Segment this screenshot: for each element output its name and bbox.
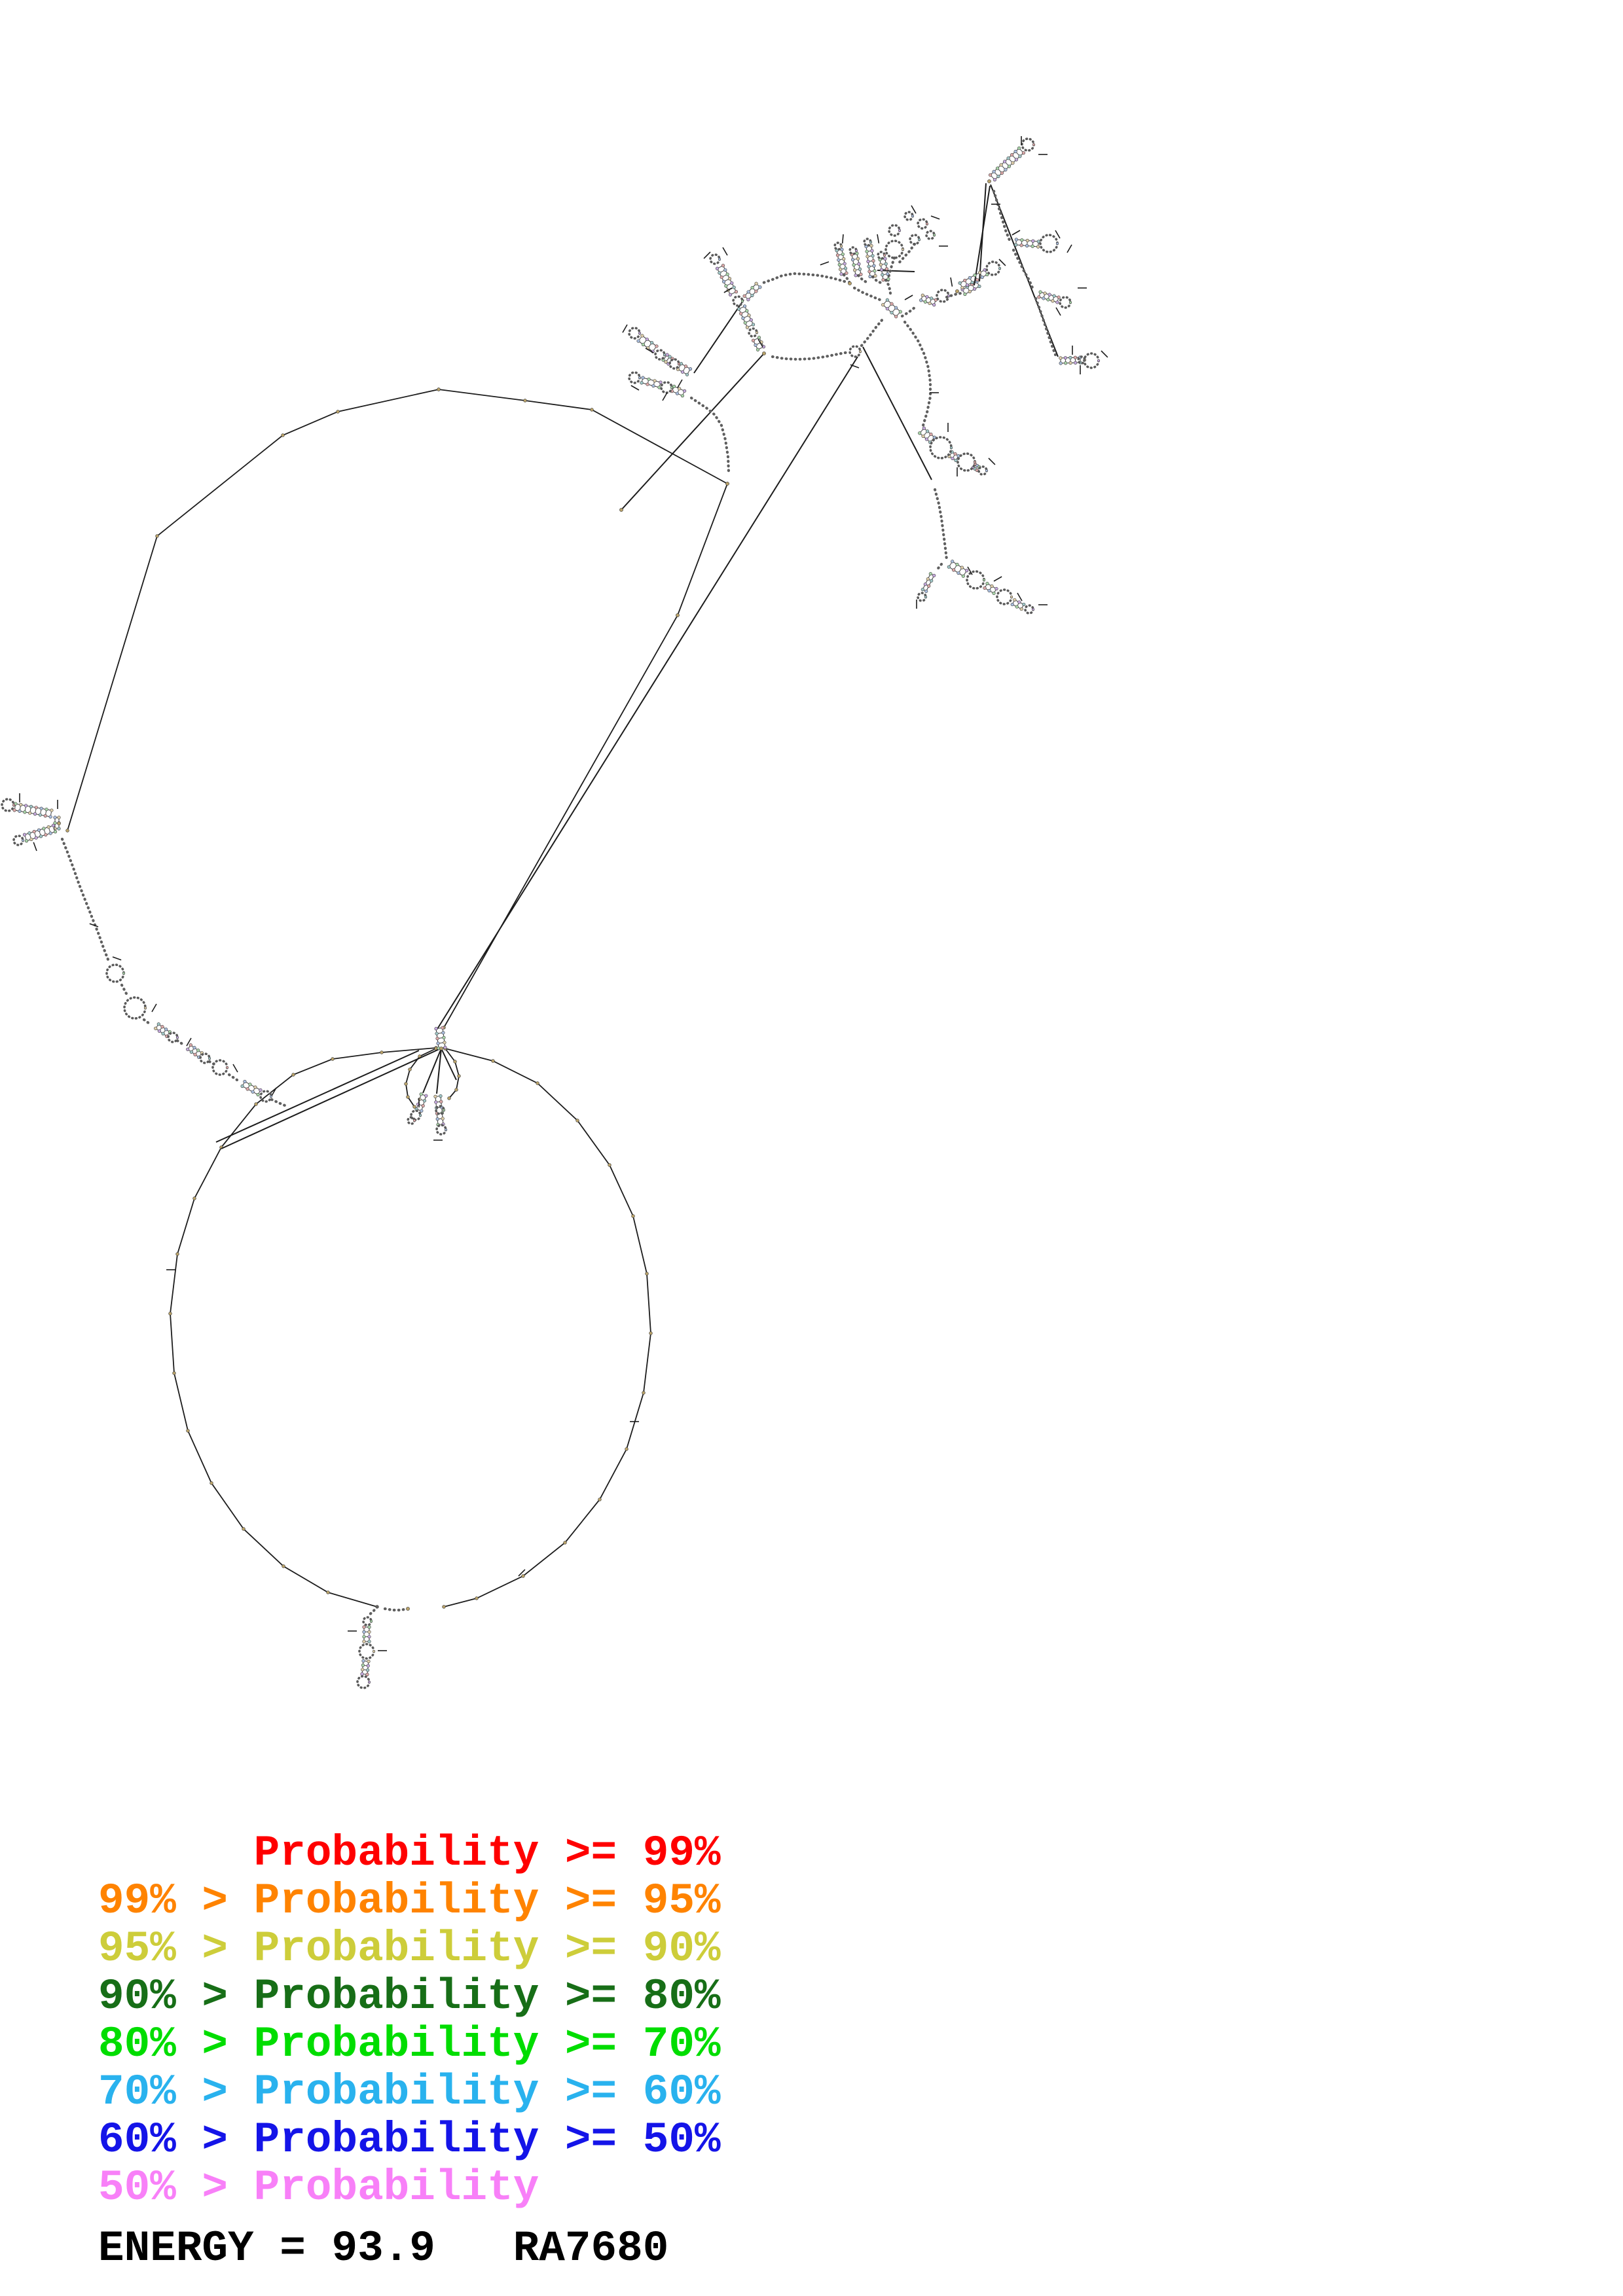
probability-legend: Probability >= 99% 99% > Probability >= 9… <box>98 1829 721 2212</box>
legend-row-5: 80% > Probability >= 70% <box>98 2020 721 2069</box>
legend-row-3: 95% > Probability >= 90% <box>98 1924 721 1973</box>
legend-row-2: 99% > Probability >= 95% <box>98 1876 721 1926</box>
legend-row-6: 70% > Probability >= 60% <box>98 2068 721 2117</box>
legend-row-4: 90% > Probability >= 80% <box>98 1972 721 2021</box>
rna-structure-plot <box>1 136 1108 1689</box>
legend-row-7: 60% > Probability >= 50% <box>98 2115 721 2164</box>
energy-label: ENERGY = 93.9 RA7680 <box>98 2224 669 2273</box>
legend-row-1: Probability >= 99% <box>98 1829 721 1878</box>
legend-row-8: 50% > Probability <box>98 2163 539 2212</box>
